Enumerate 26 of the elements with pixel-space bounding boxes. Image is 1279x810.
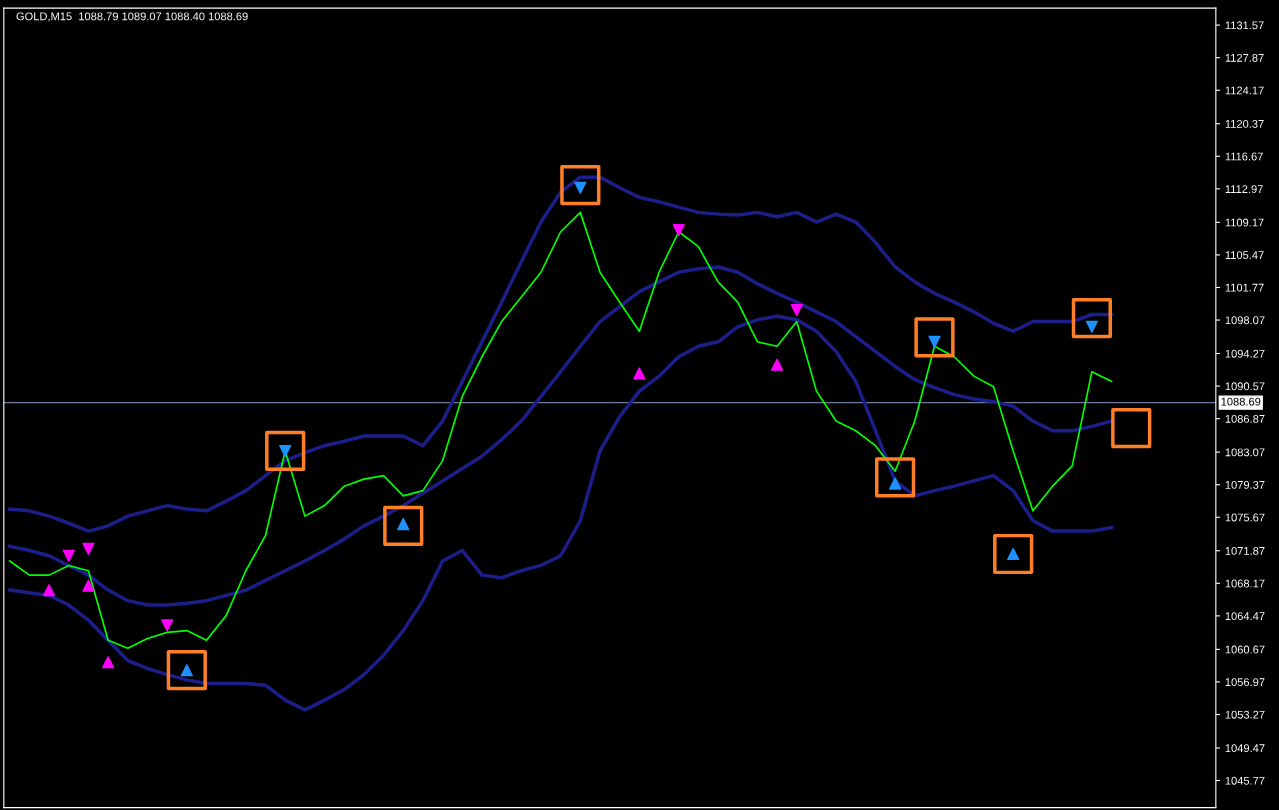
y-tick-label: 1064.47 [1225,612,1265,621]
ref-line-label: 1088.69 [1221,397,1261,406]
y-tick-label: 1109.17 [1225,218,1264,227]
y-tick-label: 1094.27 [1225,349,1265,358]
chart-title: GOLD,M15 1088.79 1089.07 1088.40 1088.69 [16,12,248,22]
y-tick-label: 1101.77 [1225,283,1264,292]
y-tick-label: 1056.97 [1225,678,1265,687]
y-tick-label: 1068.17 [1225,579,1265,588]
y-tick-label: 1090.57 [1225,382,1265,391]
y-tick-label: 1071.87 [1225,547,1265,555]
y-tick-label: 1053.27 [1225,710,1265,719]
y-tick-label: 1045.77 [1225,776,1265,785]
y-tick-label: 1124.17 [1225,86,1264,95]
y-tick-label: 1105.47 [1225,251,1264,260]
y-tick-label: 1120.37 [1225,119,1264,128]
y-tick-label: 1112.97 [1225,185,1263,193]
y-tick-label: 1075.67 [1225,513,1265,522]
y-tick-label: 1116.67 [1225,152,1263,161]
y-tick-label: 1086.87 [1225,414,1265,423]
y-tick-label: 1060.67 [1225,645,1265,654]
y-tick-label: 1127.87 [1225,53,1264,62]
y-tick-label: 1049.47 [1225,744,1265,753]
y-tick-label: 1079.37 [1225,480,1265,489]
y-tick-label: 1098.07 [1225,316,1265,325]
y-tick-label: 1131.57 [1225,21,1264,30]
y-tick-label: 1083.07 [1225,448,1265,457]
